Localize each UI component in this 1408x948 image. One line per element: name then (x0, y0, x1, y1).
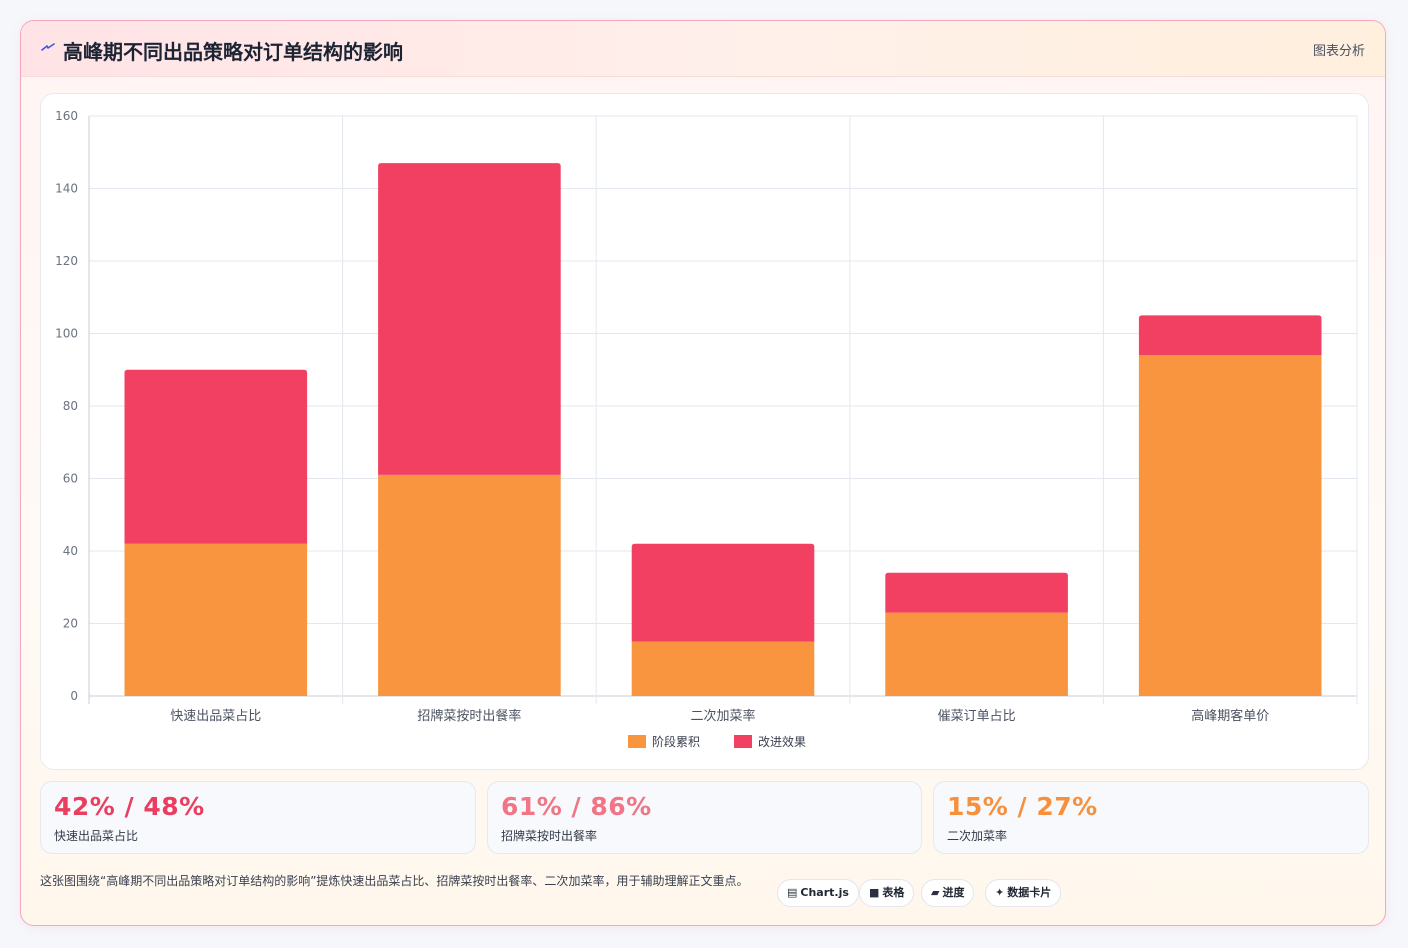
bar-segment-improve (378, 163, 561, 475)
chart-analysis-tag: 图表分析 (1312, 44, 1365, 59)
y-tick-label: 100 (55, 327, 78, 341)
bar-segment-stage (124, 543, 308, 696)
y-tick-label: 80 (63, 399, 78, 413)
legend-label: 改进效果 (758, 734, 806, 749)
stat-value: 61% / 86% (501, 792, 652, 821)
stat-label: 二次加菜率 (947, 829, 1008, 843)
bar-segment-improve (631, 543, 815, 642)
stat-card-signature-dish: 61% / 86% 招牌菜按时出餐率 (487, 781, 922, 854)
bar-segment-improve (124, 369, 308, 544)
stat-value: 42% / 48% (54, 792, 205, 821)
chip-chartjs[interactable]: ▤ Chart.js (777, 879, 859, 907)
y-tick-label: 60 (63, 472, 78, 486)
bolt-icon (41, 43, 55, 51)
chart-panel: 0 20 40 60 80 100 120 140 160 快速出品菜占比 招牌菜按时出餐率 二次加菜… (40, 93, 1369, 770)
chip-data-card[interactable]: ✦ 数据卡片 (985, 879, 1062, 907)
stacked-bar-chart: 0 20 40 60 80 100 120 140 160 快速出品菜占比 招牌菜按时出餐率 二次加菜… (55, 109, 1358, 749)
bar-segment-stage (631, 641, 815, 696)
legend-label: 阶段累积 (652, 734, 700, 749)
stat-card-second-order: 15% / 27% 二次加菜率 (933, 781, 1369, 854)
chart-icon: ▤ (787, 886, 798, 899)
x-tick-label: 催菜订单占比 (938, 709, 1016, 724)
chip-label: 数据卡片 (1007, 886, 1052, 899)
sparkle-icon: ✦ (995, 886, 1005, 899)
legend-swatch (628, 735, 646, 748)
chip-label: Chart.js (800, 886, 849, 899)
bar-segment-stage (378, 474, 561, 696)
stat-card-fast-dish: 42% / 48% 快速出品菜占比 (40, 781, 476, 854)
card-title: 高峰期不同出品策略对订单结构的影响 (63, 40, 403, 64)
chart-description: 这张图围绕“高峰期不同出品策略对订单结构的影响”提炼快速出品菜占比、招牌菜按时出… (40, 874, 749, 888)
stat-label: 快速出品菜占比 (54, 829, 139, 843)
legend-swatch (734, 735, 752, 748)
x-tick-label: 高峰期客单价 (1191, 708, 1269, 724)
bar-segment-stage (1138, 355, 1322, 696)
chart-card: 高峰期不同出品策略对订单结构的影响 图表分析 0 20 40 60 80 100 120 14… (20, 20, 1386, 926)
y-tick-label: 140 (55, 182, 78, 196)
y-tick-label: 20 (63, 617, 78, 631)
chip-table[interactable]: ■ 表格 (859, 879, 915, 907)
stat-label: 招牌菜按时出餐率 (501, 829, 598, 843)
stat-value: 15% / 27% (947, 792, 1098, 821)
bar-segment-improve (1138, 315, 1322, 356)
y-tick-label: 160 (55, 109, 78, 123)
chip-label: 进度 (942, 886, 965, 899)
progress-icon: ▰ (931, 886, 940, 899)
y-tick-label: 40 (63, 544, 78, 558)
table-icon: ■ (869, 886, 880, 899)
x-tick-label: 快速出品菜占比 (170, 709, 261, 724)
card-header: 高峰期不同出品策略对订单结构的影响 图表分析 (21, 21, 1385, 77)
x-tick-label: 招牌菜按时出餐率 (417, 708, 521, 724)
bar-segment-stage (885, 612, 1068, 696)
y-tick-label: 120 (55, 254, 78, 268)
chip-label: 表格 (882, 886, 905, 899)
bar-segment-improve (885, 572, 1068, 613)
x-tick-label: 二次加菜率 (690, 708, 755, 724)
y-tick-label: 0 (70, 689, 78, 703)
chip-progress[interactable]: ▰ 进度 (921, 879, 975, 907)
